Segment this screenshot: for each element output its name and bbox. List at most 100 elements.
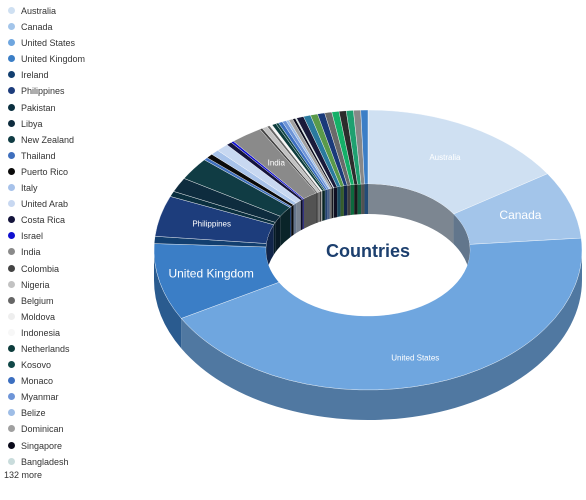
legend-item-puerto-rico[interactable]: Puerto Rico bbox=[6, 164, 146, 180]
legend-item-thailand[interactable]: Thailand bbox=[6, 148, 146, 164]
inner-wall-new-zealand bbox=[280, 207, 291, 247]
slice-label-australia: Australia bbox=[429, 153, 461, 162]
inner-wall-other-2 bbox=[340, 185, 344, 217]
legend-label: Nigeria bbox=[21, 279, 50, 290]
legend-swatch bbox=[8, 344, 15, 352]
legend-item-ireland[interactable]: Ireland bbox=[6, 67, 146, 83]
legend-label: Belize bbox=[21, 408, 46, 419]
legend-swatch bbox=[8, 441, 15, 449]
legend-swatch bbox=[8, 425, 15, 433]
inner-wall-kosovo bbox=[324, 190, 326, 221]
legend-label: New Zealand bbox=[21, 134, 75, 145]
slice-label-canada: Canada bbox=[499, 208, 541, 222]
legend-item-dominican[interactable]: Dominican bbox=[6, 421, 146, 437]
legend-item-new-zealand[interactable]: New Zealand bbox=[6, 132, 146, 148]
legend-label: United Arab bbox=[21, 199, 69, 210]
legend-item-belize[interactable]: Belize bbox=[6, 405, 146, 421]
legend-item-philippines[interactable]: Philippines bbox=[6, 83, 146, 99]
legend-swatch bbox=[8, 264, 15, 272]
inner-wall-thailand bbox=[290, 206, 292, 238]
inner-wall-united-arab bbox=[296, 200, 301, 234]
legend-swatch bbox=[8, 377, 15, 385]
legend-swatch bbox=[8, 55, 15, 63]
legend-swatch bbox=[8, 216, 15, 224]
legend-item-united-kingdom[interactable]: United Kingdom bbox=[6, 51, 146, 67]
slice-labels: Australia Canada United States United Kingd… bbox=[168, 153, 541, 363]
slice-label-united-states: United States bbox=[391, 354, 439, 363]
legend-label: India bbox=[21, 247, 41, 258]
legend-item-indonesia[interactable]: Indonesia bbox=[6, 325, 146, 341]
inner-wall-israel bbox=[302, 198, 304, 230]
legend-label: Kosovo bbox=[21, 360, 52, 371]
legend-item-india[interactable]: India bbox=[6, 244, 146, 260]
legend-item-australia[interactable]: Australia bbox=[6, 3, 146, 19]
legend-label: Bangladesh bbox=[21, 456, 69, 467]
inner-wall-myanmar bbox=[327, 189, 329, 220]
legend-swatch bbox=[8, 361, 15, 369]
legend-more-link[interactable]: 132 more bbox=[4, 470, 43, 480]
legend-label: Moldova bbox=[21, 311, 56, 322]
donut-chart: Australia Canada United States United Kingd… bbox=[153, 109, 583, 420]
inner-wall-costa-rica bbox=[300, 199, 303, 231]
legend-item-canada[interactable]: Canada bbox=[6, 19, 146, 35]
inner-wall-dominican bbox=[330, 188, 333, 219]
legend-item-singapore[interactable]: Singapore bbox=[6, 438, 146, 454]
legend-swatch bbox=[8, 87, 15, 95]
legend-label: Colombia bbox=[21, 263, 60, 274]
legend-label: Philippines bbox=[21, 86, 65, 97]
inner-wall-other-1 bbox=[337, 186, 341, 218]
legend-label: United States bbox=[21, 38, 76, 49]
legend-label: Israel bbox=[21, 231, 44, 242]
legend-item-costa-rica[interactable]: Costa Rica bbox=[6, 212, 146, 228]
side-united-states bbox=[181, 250, 582, 420]
legend-item-colombia[interactable]: Colombia bbox=[6, 261, 146, 277]
inner-wall-libya bbox=[275, 216, 281, 253]
legend-label: Singapore bbox=[21, 440, 63, 451]
legend-item-myanmar[interactable]: Myanmar bbox=[6, 389, 146, 405]
inner-wall-nigeria bbox=[317, 191, 320, 223]
legend-item-netherlands[interactable]: Netherlands bbox=[6, 341, 146, 357]
legend-label: Belgium bbox=[21, 295, 54, 306]
legend-label: Netherlands bbox=[21, 343, 70, 354]
legend-item-united-arab[interactable]: United Arab bbox=[6, 196, 146, 212]
legend-swatch bbox=[8, 457, 15, 465]
legend-swatch bbox=[8, 39, 15, 47]
legend-item-united-states[interactable]: United States bbox=[6, 35, 146, 51]
legend-item-bangladesh[interactable]: Bangladesh bbox=[6, 454, 146, 470]
legend-swatch bbox=[8, 312, 15, 320]
legend-item-israel[interactable]: Israel bbox=[6, 228, 146, 244]
inner-wall-other-5 bbox=[350, 184, 355, 215]
inner-wall-colombia bbox=[316, 192, 318, 224]
legend-label: Libya bbox=[21, 118, 43, 129]
legend-label: Ireland bbox=[21, 70, 49, 81]
inner-wall-other-4 bbox=[347, 184, 351, 216]
legend-swatch bbox=[8, 393, 15, 401]
legend-item-monaco[interactable]: Monaco bbox=[6, 373, 146, 389]
inner-wall-other-6 bbox=[354, 184, 358, 215]
legend-label: Monaco bbox=[21, 376, 54, 387]
legend-label: Indonesia bbox=[21, 327, 61, 338]
legend-label: Italy bbox=[21, 183, 38, 194]
legend-item-pakistan[interactable]: Pakistan bbox=[6, 100, 146, 116]
inner-wall-pakistan bbox=[273, 222, 276, 255]
legend-item-moldova[interactable]: Moldova bbox=[6, 309, 146, 325]
inner-wall-other-0 bbox=[333, 187, 338, 218]
inner-wall-other-8 bbox=[361, 184, 365, 215]
inner-wall-philippines bbox=[266, 224, 274, 274]
legend-swatch bbox=[8, 248, 15, 256]
donut-top bbox=[153, 109, 583, 391]
legend-swatch bbox=[8, 296, 15, 304]
legend-item-kosovo[interactable]: Kosovo bbox=[6, 357, 146, 373]
legend-swatch bbox=[8, 71, 15, 79]
legend-item-nigeria[interactable]: Nigeria bbox=[6, 277, 146, 293]
inner-wall-other-9 bbox=[364, 184, 368, 215]
legend-label: Costa Rica bbox=[21, 215, 66, 226]
legend-item-belgium[interactable]: Belgium bbox=[6, 293, 146, 309]
chart-title: Countries bbox=[326, 241, 410, 261]
legend-item-libya[interactable]: Libya bbox=[6, 116, 146, 132]
inner-wall-belize bbox=[328, 188, 331, 220]
legend-item-italy[interactable]: Italy bbox=[6, 180, 146, 196]
inner-wall-singapore bbox=[332, 187, 334, 219]
legend-label: Thailand bbox=[21, 150, 56, 161]
inner-wall-bangladesh bbox=[333, 187, 334, 218]
